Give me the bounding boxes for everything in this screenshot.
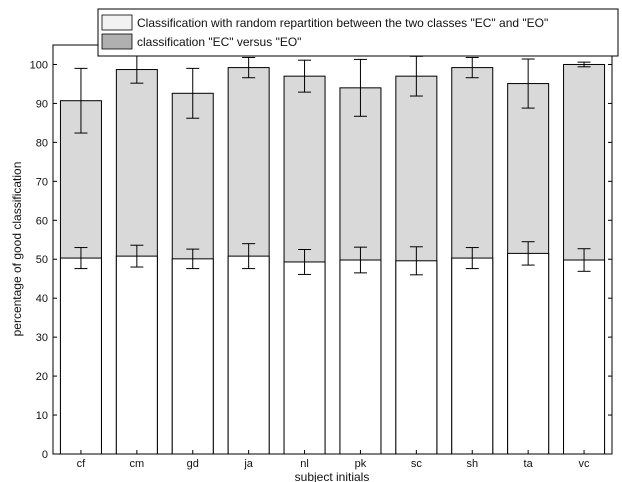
x-tick-label-sh: sh [466, 458, 478, 470]
error-bar-ec-vs-eo-vc [577, 61, 591, 68]
error-bar-ec-vs-eo-nl [298, 59, 312, 93]
bar-random-pk [339, 259, 382, 455]
bar-random-cm [115, 255, 158, 455]
legend-box [97, 8, 619, 57]
error-bar-random-ja [242, 243, 256, 270]
y-tick-label-0: 0 [42, 449, 48, 461]
x-axis-label: subject initials [295, 470, 370, 482]
error-bar-random-vc [577, 248, 591, 272]
error-bar-ec-vs-eo-ta [521, 58, 535, 109]
y-tick-label-60: 60 [36, 215, 48, 227]
legend-label-ec-vs-eo: classification "EC" versus "EO" [137, 35, 301, 49]
error-bar-ec-vs-eo-cf [74, 67, 88, 134]
y-tick-label-100: 100 [30, 59, 48, 71]
bar-random-sh [451, 257, 494, 455]
x-tick-label-ja: ja [243, 458, 253, 470]
y-tick-label-80: 80 [36, 137, 48, 149]
bar-random-sc [395, 260, 438, 455]
legend-label-random: Classification with random repartition b… [137, 16, 548, 30]
y-tick-label-30: 30 [36, 332, 48, 344]
bar-random-nl [283, 261, 326, 455]
error-bar-random-nl [298, 249, 312, 275]
bar-random-vc [563, 259, 606, 455]
error-bar-ec-vs-eo-ja [242, 56, 256, 79]
error-bar-ec-vs-eo-gd [186, 67, 200, 119]
error-bar-random-sc [409, 246, 423, 276]
bar-random-cf [59, 257, 102, 455]
y-tick-label-90: 90 [36, 98, 48, 110]
x-tick-label-ta: ta [524, 458, 534, 470]
bar-random-ja [227, 255, 270, 455]
error-bar-random-cm [130, 244, 144, 268]
y-axis: 0 10 20 30 40 50 60 70 80 90 100 [30, 59, 612, 461]
legend: Classification with random repartition b… [97, 8, 619, 57]
error-bar-random-sh [465, 247, 479, 270]
legend-swatch-random [101, 14, 133, 31]
error-bar-random-gd [186, 248, 200, 270]
bar-random-gd [171, 258, 214, 455]
error-bar-random-cf [74, 247, 88, 270]
x-axis: cf cm gd ja nl pk sc sh ta vc [77, 450, 590, 470]
x-tick-label-cf: cf [77, 458, 87, 470]
y-tick-label-50: 50 [36, 254, 48, 266]
y-tick-label-70: 70 [36, 176, 48, 188]
y-tick-label-10: 10 [36, 410, 48, 422]
x-tick-label-sc: sc [411, 458, 423, 470]
x-tick-label-gd: gd [187, 458, 199, 470]
x-tick-label-nl: nl [300, 458, 309, 470]
y-tick-label-40: 40 [36, 293, 48, 305]
legend-swatch-ec-vs-eo [101, 33, 133, 50]
bar-random-ta [507, 252, 550, 455]
y-axis-label: percentage of good classification [10, 162, 24, 337]
error-bar-random-ta [521, 241, 535, 266]
y-tick-label-20: 20 [36, 371, 48, 383]
x-tick-label-cm: cm [130, 458, 145, 470]
error-bar-ec-vs-eo-sh [465, 56, 479, 79]
bars-layer [59, 55, 606, 455]
x-tick-label-vc: vc [579, 458, 591, 470]
x-tick-label-pk: pk [355, 458, 367, 470]
error-bar-random-pk [353, 246, 367, 274]
error-bar-ec-vs-eo-pk [353, 58, 367, 117]
